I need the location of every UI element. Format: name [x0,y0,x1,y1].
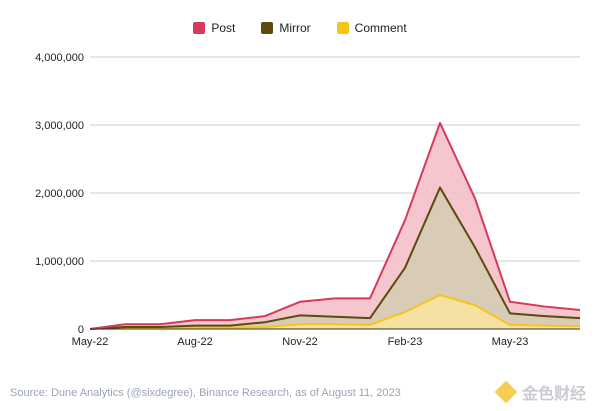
legend-label: Mirror [279,21,311,35]
watermark-logo-icon [494,380,518,404]
x-tick-label: Feb-23 [388,336,423,348]
watermark: 金色财经 [494,380,586,404]
watermark-text: 金色财经 [521,386,586,403]
legend-swatch [336,22,349,34]
line-mirror [89,186,581,330]
y-tick-label: 2,000,000 [35,188,84,200]
x-tick-label: May-23 [492,336,529,348]
area-mirror [90,187,580,329]
x-tick-label: May-22 [72,336,109,348]
x-tick-label: Nov-22 [282,336,317,348]
legend-item-mirror: Mirror [261,21,311,35]
y-tick-label: 1,000,000 [35,256,84,268]
line-comment [89,294,581,330]
chart-legend: Post Mirror Comment [0,21,600,35]
x-tick-label: Aug-22 [177,336,212,348]
y-tick-label: 4,000,000 [35,52,84,64]
legend-item-post: Post [193,21,235,35]
legend-swatch [193,22,206,34]
legend-label: Comment [354,21,407,35]
source-note: Source: Dune Analytics (@sixdegree), Bin… [10,387,401,399]
line-post [89,121,581,330]
y-tick-label: 0 [78,324,84,336]
area-comment [90,295,580,329]
legend-item-comment: Comment [336,21,407,35]
y-tick-label: 3,000,000 [35,120,84,132]
legend-swatch [261,22,274,34]
legend-label: Post [211,21,236,35]
